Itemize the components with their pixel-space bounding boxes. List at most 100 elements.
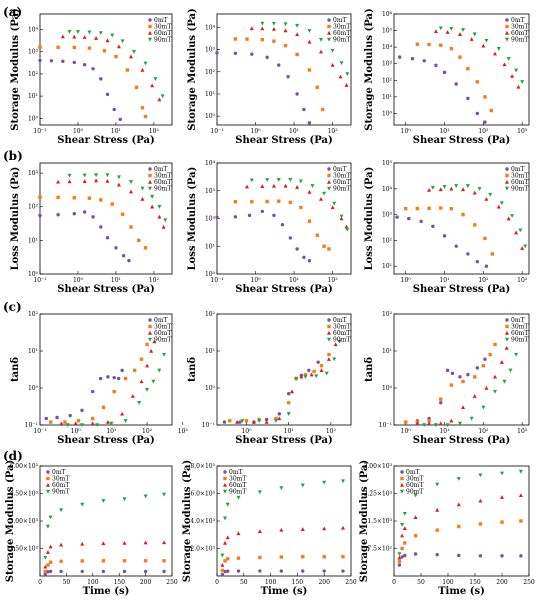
data-point [220, 568, 225, 573]
x-tick-label: 10³ [517, 128, 528, 135]
data-point [251, 419, 256, 424]
x-tick-label: 10¹ [439, 277, 449, 284]
data-point [235, 419, 240, 424]
data-point [461, 379, 465, 384]
x-tick-label: 10² [149, 277, 160, 284]
data-point [87, 30, 92, 35]
data-point [449, 47, 454, 51]
x-tick-label: 100 [265, 579, 277, 586]
data-point [67, 179, 72, 184]
data-point [43, 564, 48, 569]
data-point [73, 421, 78, 426]
data-point [59, 559, 63, 564]
legend-label: 60mT [511, 330, 528, 337]
data-point [139, 379, 144, 384]
data-point [233, 51, 238, 55]
data-point [469, 37, 474, 41]
y-tick-label: 10⁻¹ [25, 422, 38, 429]
data-point [226, 557, 230, 561]
data-point [301, 555, 305, 559]
data-point [59, 569, 63, 574]
row-label-c: (c) [3, 300, 22, 314]
data-point [345, 227, 350, 232]
data-point [478, 498, 483, 503]
data-point [307, 368, 311, 373]
y-tick-label: 10⁻¹ [202, 422, 215, 429]
y-tick-label: 10¹ [382, 94, 392, 101]
data-point [132, 50, 137, 54]
data-point [143, 246, 148, 250]
data-point [157, 214, 162, 219]
data-point [295, 247, 299, 251]
legend-marker [148, 37, 152, 42]
data-point [458, 375, 462, 379]
legend-marker [327, 324, 331, 329]
y-tick-label: 10¹ [382, 263, 392, 270]
data-point [475, 259, 480, 264]
data-point [488, 352, 492, 357]
data-point [502, 62, 507, 67]
data-point [150, 83, 155, 88]
data-point [223, 516, 228, 521]
data-point [116, 44, 121, 49]
y-axis-label: Storage Modulus (Pa) [359, 460, 370, 582]
x-tick-label: 10⁰ [241, 428, 252, 435]
x-tick-label: 10³ [517, 277, 528, 284]
data-point [295, 52, 299, 57]
data-point [143, 559, 148, 563]
legend-label: 30mT [333, 324, 350, 331]
data-point [277, 199, 281, 203]
data-point [271, 21, 276, 26]
data-point [163, 218, 168, 223]
data-point [137, 238, 141, 243]
data-point [514, 230, 519, 235]
series-30mT [233, 199, 331, 251]
data-point [339, 214, 344, 219]
y-tick-label: 6.00×10³ [10, 463, 39, 470]
data-point [223, 559, 227, 563]
chart-panel-3: 10⁰ 10¹ 10² 10³ 10⁰ 10¹ 10² 10³ 10⁴ 10⁵ 10⁶ Shear S… [364, 8, 530, 146]
data-point [295, 23, 300, 28]
x-tick-label: 10² [142, 428, 153, 435]
data-point [94, 173, 99, 178]
y-axis-label: Storage Modulus (Pa) [5, 460, 16, 582]
data-point [43, 569, 47, 574]
data-point [322, 480, 327, 485]
data-point [510, 214, 515, 218]
series-30mT [38, 195, 148, 250]
series-60mT [56, 178, 166, 229]
y-tick-label: 10³ [382, 212, 393, 219]
data-point [49, 59, 54, 63]
y-tick-label: 10⁰ [382, 110, 393, 117]
data-point [72, 212, 76, 216]
data-point [465, 184, 470, 188]
data-point [319, 368, 324, 373]
data-point [395, 215, 399, 219]
data-point [338, 74, 343, 79]
data-point [518, 469, 523, 474]
x-tick-label: 10² [149, 128, 160, 135]
data-point [82, 179, 87, 184]
data-point [277, 412, 282, 416]
series-60mT [59, 339, 157, 426]
data-point [307, 189, 312, 194]
data-point [46, 563, 50, 567]
data-point [244, 419, 249, 423]
x-tick-label: 250 [166, 579, 178, 586]
data-point [319, 49, 324, 54]
y-tick-label: 10⁰ [28, 271, 39, 278]
x-axis-label: Shear Stress (Pa) [57, 284, 155, 295]
legend-label: 30mT [154, 173, 171, 180]
y-tick-label: 3.00×10³ [364, 463, 393, 470]
data-point [295, 92, 299, 96]
data-point [472, 394, 477, 398]
x-tick-label: 10⁰ [401, 428, 412, 435]
data-point [481, 405, 486, 410]
series-90mT [67, 29, 165, 99]
x-tick-label: 10² [328, 277, 339, 284]
series-0mT [44, 368, 124, 421]
legend-label: 90mT [333, 186, 350, 193]
data-point [82, 210, 87, 214]
series-90mT [43, 492, 167, 560]
